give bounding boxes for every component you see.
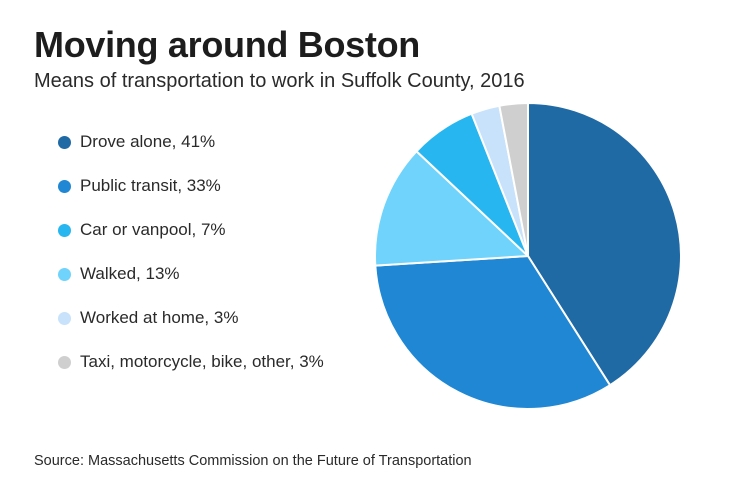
legend-item: Drove alone, 41% [58, 120, 324, 164]
legend-item: Taxi, motorcycle, bike, other, 3% [58, 340, 324, 384]
legend-label: Taxi, motorcycle, bike, other, 3% [80, 352, 324, 371]
legend-label: Drove alone, 41% [80, 132, 216, 151]
pie-slice [374, 255, 611, 410]
source-note: Source: Massachusetts Commission on the … [34, 453, 472, 469]
legend-swatch [58, 135, 71, 149]
legend-label: Car or vanpool, 7% [80, 220, 226, 239]
legend-item: Car or vanpool, 7% [58, 208, 324, 252]
pie-slice [498, 102, 529, 257]
chart-title: Moving around Boston [34, 24, 420, 65]
legend: Drove alone, 41% Public transit, 33% Car o… [58, 120, 324, 384]
legend-swatch [58, 179, 71, 193]
legend-item: Worked at home, 3% [58, 296, 324, 340]
pie-slice [374, 150, 529, 267]
legend-item: Walked, 13% [58, 252, 324, 296]
legend-swatch [58, 267, 71, 281]
legend-label: Public transit, 33% [80, 176, 221, 195]
legend-label: Walked, 13% [80, 264, 180, 283]
legend-item: Public transit, 33% [58, 164, 324, 208]
legend-swatch [58, 311, 71, 325]
chart-subtitle: Means of transportation to work in Suffo… [34, 70, 525, 92]
legend-swatch [58, 223, 71, 237]
legend-label: Worked at home, 3% [80, 308, 239, 327]
legend-swatch [58, 355, 71, 369]
